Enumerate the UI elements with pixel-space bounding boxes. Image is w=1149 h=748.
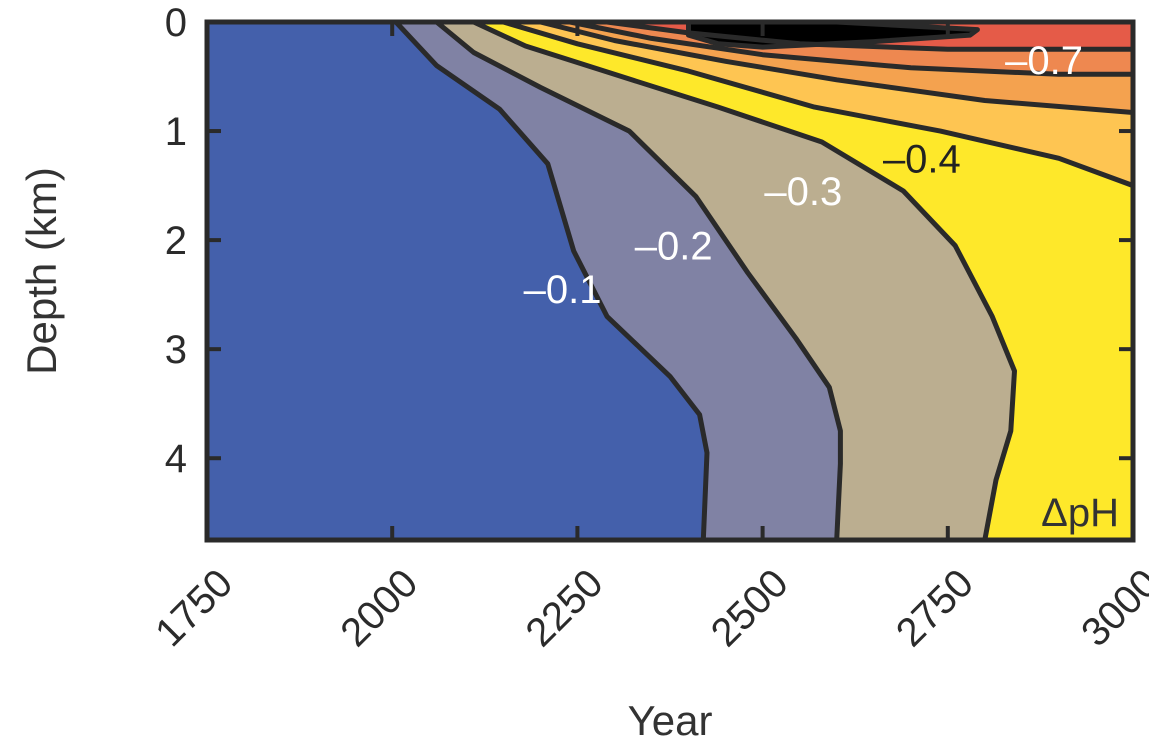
contour-line-neg0_6 xyxy=(567,22,1133,77)
y-tick-label: 4 xyxy=(165,437,187,481)
contour-label: –0.1 xyxy=(524,268,602,312)
contour-label: –0.3 xyxy=(764,170,842,214)
x-tick-label: 2750 xyxy=(888,561,982,655)
y-tick-label: 0 xyxy=(165,1,187,45)
x-tick-label: 1750 xyxy=(147,561,241,655)
axis-ticks xyxy=(205,20,1135,540)
contour-line-neg0_4 xyxy=(500,22,1133,189)
contour-label: –0.4 xyxy=(883,137,961,181)
contour-labels: –0.1 –0.2 –0.3 –0.4 –0.7 xyxy=(524,39,1083,312)
contour-line-neg0_5 xyxy=(537,22,1133,115)
variable-label: ΔpH xyxy=(1041,491,1119,535)
y-tick-label: 3 xyxy=(165,328,187,372)
y-tick-label: 1 xyxy=(165,110,187,154)
band-3 xyxy=(473,22,1133,540)
y-tick-labels: 0 1 2 3 4 xyxy=(165,1,187,481)
contour-line-neg0_2 xyxy=(434,22,843,540)
x-tick-labels: 1750 2000 2250 2500 2750 3000 xyxy=(147,561,1149,655)
y-axis-title: Depth (km) xyxy=(18,167,65,375)
x-tick-label: 2000 xyxy=(332,561,426,655)
contour-line-neg0_8 xyxy=(686,22,980,50)
x-tick-label: 3000 xyxy=(1073,561,1149,655)
contour-bands xyxy=(207,22,1133,540)
contour-label: –0.2 xyxy=(635,225,713,269)
x-tick-label: 2500 xyxy=(703,561,797,655)
y-tick-label: 2 xyxy=(165,219,187,263)
x-tick-label: 2250 xyxy=(518,561,612,655)
plot-frame xyxy=(204,19,1136,543)
contour-line-neg0_3 xyxy=(471,22,1017,540)
x-axis-title: Year xyxy=(628,697,713,744)
contour-label: –0.7 xyxy=(1005,39,1083,83)
contour-lines xyxy=(393,22,1133,540)
contour-line-neg0_1 xyxy=(393,22,710,540)
